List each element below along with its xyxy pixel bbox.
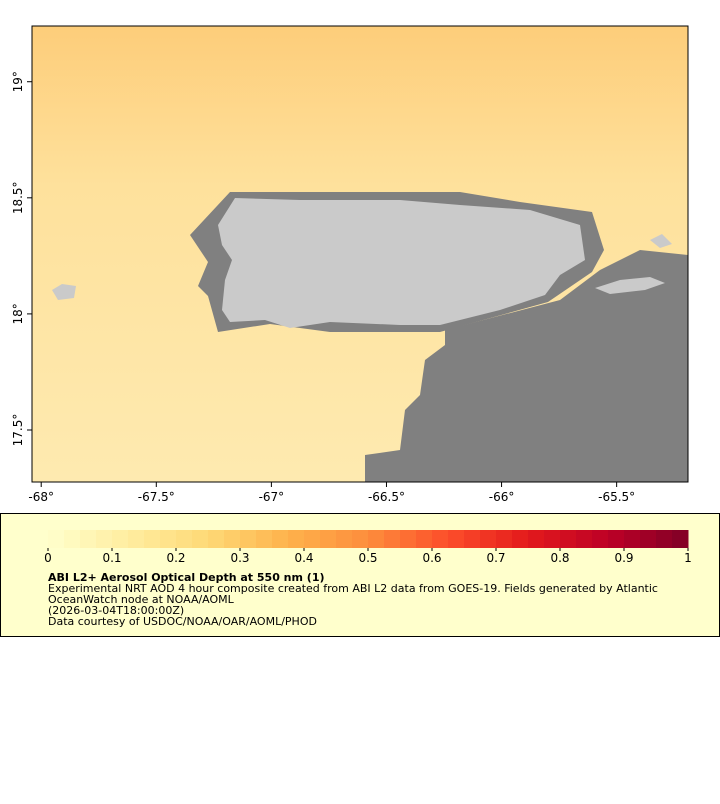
colorbar-cell xyxy=(288,530,305,548)
colorbar-cell xyxy=(272,530,289,548)
colorbar-cell xyxy=(208,530,225,548)
colorbar-cell xyxy=(544,530,561,548)
colorbar-cell xyxy=(464,530,481,548)
map-frame xyxy=(31,25,689,483)
colorbar-cell xyxy=(672,530,689,548)
colorbar-cell xyxy=(656,530,673,548)
colorbar-cell xyxy=(144,530,161,548)
y-tick-label: 18° xyxy=(11,303,25,324)
colorbar-cell xyxy=(128,530,145,548)
legend-title: ABI L2+ Aerosol Optical Depth at 550 nm … xyxy=(48,571,325,584)
colorbar-cell xyxy=(560,530,577,548)
colorbar-cell xyxy=(384,530,401,548)
x-tick-label: -67.5° xyxy=(138,490,175,504)
colorbar-cell xyxy=(640,530,657,548)
colorbar-tick-label: 1 xyxy=(684,551,692,565)
colorbar-tick-label: 0.5 xyxy=(358,551,377,565)
colorbar-cell xyxy=(48,530,65,548)
land xyxy=(595,277,665,294)
colorbar: 0 0.1 0.2 0.3 0.4 0.5 0.6 0.7 0.8 0.9 1 xyxy=(44,530,692,565)
x-tick-label: -66° xyxy=(489,490,515,504)
colorbar-cell xyxy=(576,530,593,548)
colorbar-tick-label: 0 xyxy=(44,551,52,565)
colorbar-cell xyxy=(528,530,545,548)
colorbar-tick-label: 0.4 xyxy=(294,551,313,565)
legend-text: OceanWatch node at NOAA/AOML xyxy=(48,593,235,606)
colorbar-cell xyxy=(416,530,433,548)
x-tick-label: -66.5° xyxy=(368,490,405,504)
colorbar-cell xyxy=(496,530,513,548)
x-tick-label: -67° xyxy=(259,490,285,504)
colorbar-cell xyxy=(192,530,209,548)
colorbar-cell xyxy=(160,530,177,548)
colorbar-cell xyxy=(304,530,321,548)
colorbar-cell xyxy=(480,530,497,548)
colorbar-cell xyxy=(448,530,465,548)
colorbar-cell xyxy=(224,530,241,548)
x-tick-label: -65.5° xyxy=(598,490,635,504)
y-tick-label: 18.5° xyxy=(11,181,25,214)
y-tick-label: 19° xyxy=(11,71,25,92)
colorbar-cell xyxy=(432,530,449,548)
legend-text: Experimental NRT AOD 4 hour composite cr… xyxy=(48,582,658,595)
colorbar-cell xyxy=(96,530,113,548)
colorbar-cell xyxy=(512,530,529,548)
colorbar-cell xyxy=(240,530,257,548)
colorbar-cell xyxy=(80,530,97,548)
land xyxy=(218,198,585,328)
y-tick-label: 17.5° xyxy=(11,414,25,447)
colorbar-cell xyxy=(176,530,193,548)
colorbar-cell xyxy=(608,530,625,548)
colorbar-tick-label: 0.6 xyxy=(422,551,441,565)
colorbar-tick-label: 0.1 xyxy=(102,551,121,565)
land xyxy=(52,284,76,300)
colorbar-cell xyxy=(256,530,273,548)
colorbar-cell xyxy=(592,530,609,548)
colorbar-tick-label: 0.9 xyxy=(614,551,633,565)
colorbar-cell xyxy=(320,530,337,548)
colorbar-cell xyxy=(112,530,129,548)
no-data-area xyxy=(365,250,688,482)
colorbar-cell xyxy=(624,530,641,548)
colorbar-tick-label: 0.7 xyxy=(486,551,505,565)
colorbar-cell xyxy=(368,530,385,548)
colorbar-tick-label: 0.8 xyxy=(550,551,569,565)
colorbar-tick-label: 0.2 xyxy=(166,551,185,565)
x-tick-label: -68° xyxy=(28,490,54,504)
legend-text: (2026-03-04T18:00:00Z) xyxy=(48,604,184,617)
colorbar-cell xyxy=(400,530,417,548)
colorbar-cell xyxy=(64,530,81,548)
colorbar-cell xyxy=(336,530,353,548)
legend-text: Data courtesy of USDOC/NOAA/OAR/AOML/PHO… xyxy=(48,615,317,628)
land xyxy=(650,234,672,248)
colorbar-cell xyxy=(352,530,369,548)
colorbar-tick-label: 0.3 xyxy=(230,551,249,565)
